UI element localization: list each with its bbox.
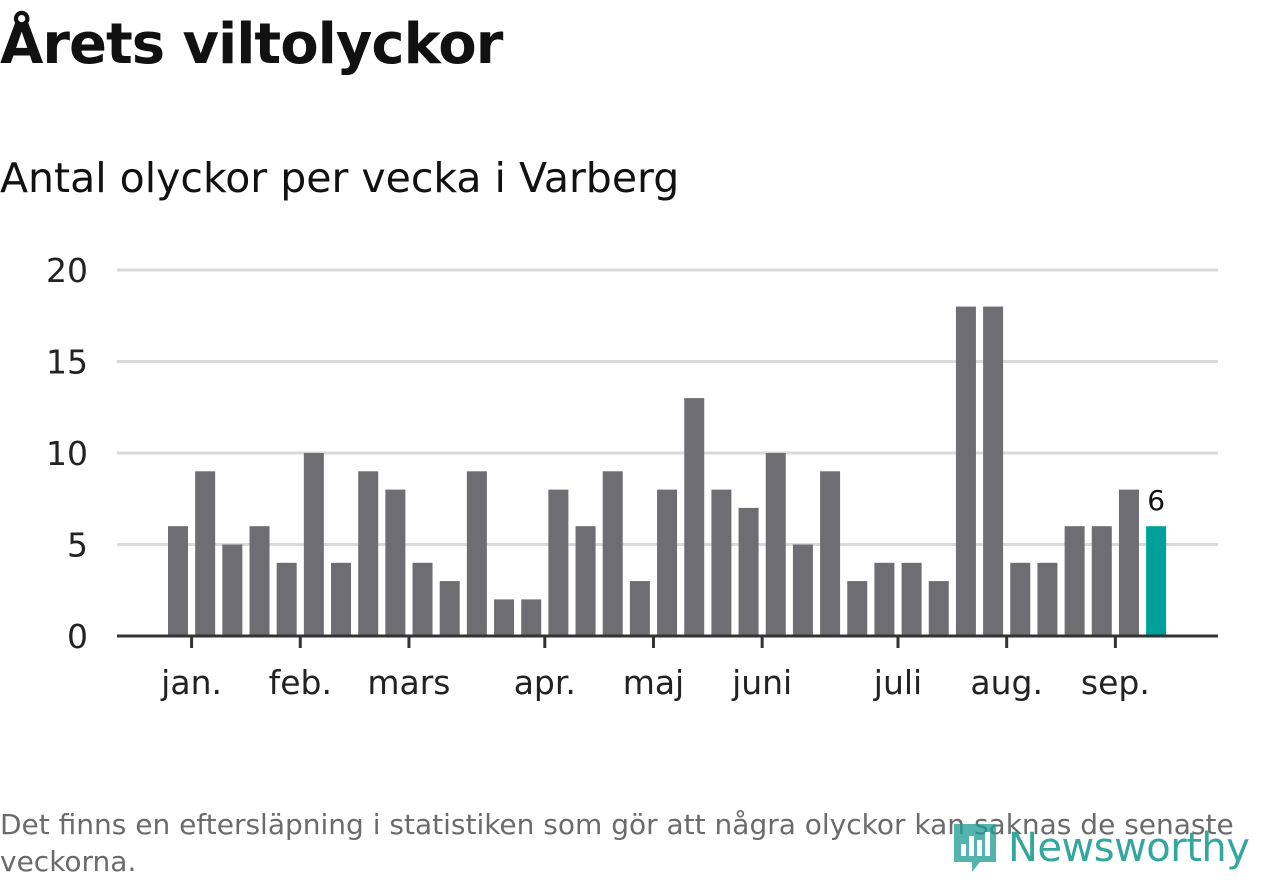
bar-highlight [1146,526,1167,636]
bar [439,581,460,636]
bars [168,306,1167,636]
highlight-value-label: 6 [1147,484,1165,517]
bar [765,453,786,636]
bar [1064,526,1085,636]
bar [820,471,841,636]
bar [792,544,813,636]
footnote: Det finns en eftersläpning i statistiken… [0,808,1234,878]
bar [738,507,759,636]
bar [847,581,868,636]
x-axis: jan. feb. mars apr. maj juni juli aug. sep. [117,634,1218,702]
brand-name: Newsworthy [1008,825,1250,871]
x-tick-label: mars [367,663,450,702]
y-tick-label: 5 [67,526,88,565]
bar [494,599,515,636]
chart-subtitle: Antal olyckor per vecka i Varberg [0,154,680,202]
newsworthy-logo-icon [954,824,996,872]
x-tick-label: maj [623,663,685,702]
x-tick-label: apr. [514,663,576,702]
bar [711,489,732,636]
bar [303,453,324,636]
bar [684,398,705,636]
x-tick-label: jan. [160,663,222,702]
bar [1118,489,1139,636]
bar [955,306,976,636]
y-axis-ticks: 0 5 10 15 20 [46,251,88,656]
x-tick-label: feb. [269,663,332,702]
bar [168,526,188,636]
bar [575,526,596,636]
x-tick-label: aug. [970,663,1043,702]
data-labels: 6 [1147,484,1165,517]
bar [901,562,922,636]
bar [1037,562,1058,636]
bar [412,562,433,636]
bar [602,471,623,636]
y-tick-label: 10 [46,434,88,473]
x-tick-label: sep. [1081,663,1150,702]
chart-title: Årets viltolyckor [0,12,503,77]
bar [276,562,297,636]
bar [385,489,406,636]
bar [657,489,678,636]
bar [466,471,487,636]
bar [195,471,216,636]
bar [928,581,949,636]
bar [521,599,542,636]
bar-chart: 0 5 10 15 20 jan. feb. mars apr. maj juni juli aug.… [46,251,1218,702]
y-tick-label: 20 [46,251,88,290]
bar [222,544,243,636]
newsworthy-logo: Newsworthy [950,818,1250,878]
bar [358,471,379,636]
bar [874,562,895,636]
bar [983,306,1004,636]
y-tick-label: 15 [46,343,88,382]
x-tick-label: juli [873,663,922,702]
bar [1010,562,1031,636]
bar [629,581,650,636]
bar [548,489,569,636]
bar [1091,526,1112,636]
y-tick-label: 0 [67,617,88,656]
bar [331,562,352,636]
x-tick-label: juni [731,663,792,702]
bar [249,526,270,636]
